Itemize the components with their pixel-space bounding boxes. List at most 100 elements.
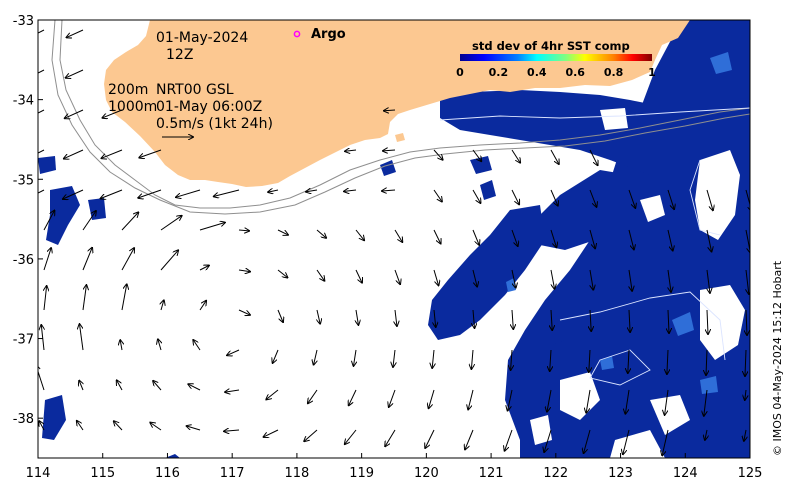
colorbar bbox=[460, 54, 652, 61]
current-arrow bbox=[511, 349, 512, 370]
current-arrow bbox=[383, 150, 396, 151]
current-arrow bbox=[355, 269, 362, 283]
current-arrow bbox=[268, 190, 279, 192]
current-arrow bbox=[114, 421, 123, 431]
current-arrow bbox=[589, 149, 598, 165]
current-arrow bbox=[63, 189, 84, 199]
current-arrow bbox=[512, 309, 513, 329]
current-arrow bbox=[304, 429, 318, 441]
current-arrow bbox=[67, 29, 84, 37]
colorbar-tick-label: 1 bbox=[648, 66, 656, 79]
current-arrow bbox=[82, 285, 86, 311]
current-arrow bbox=[590, 309, 591, 331]
x-tick-label: 116 bbox=[155, 466, 180, 481]
current-arrow bbox=[238, 270, 250, 272]
current-arrow bbox=[349, 389, 357, 405]
current-arrow bbox=[629, 309, 630, 332]
x-tick-label: 119 bbox=[349, 466, 374, 481]
current-arrow bbox=[308, 389, 318, 403]
colorbar-tick-label: 0.2 bbox=[489, 66, 509, 79]
current-arrow bbox=[344, 190, 357, 191]
current-arrow bbox=[188, 384, 201, 391]
current-arrow bbox=[746, 309, 747, 335]
current-arrow bbox=[389, 389, 396, 407]
current-arrow bbox=[629, 269, 632, 291]
x-tick-label: 125 bbox=[738, 466, 763, 481]
current-arrow bbox=[38, 29, 45, 34]
current-arrow bbox=[193, 340, 201, 351]
current-arrow bbox=[273, 349, 279, 363]
colorbar-tick-label: 0 bbox=[456, 66, 464, 79]
current-arrow bbox=[41, 325, 44, 351]
hour-label: 12Z bbox=[166, 47, 193, 63]
current-arrow bbox=[544, 429, 552, 452]
current-arrow bbox=[586, 389, 591, 413]
current-arrow bbox=[704, 389, 708, 416]
colorbar-tick-label: 0.8 bbox=[604, 66, 624, 79]
current-arrow bbox=[668, 309, 669, 333]
current-arrow bbox=[101, 189, 123, 199]
current-arrow bbox=[277, 309, 283, 322]
current-arrow bbox=[356, 309, 358, 325]
current-arrow bbox=[511, 189, 519, 204]
current-arrow bbox=[667, 229, 673, 251]
current-arrow bbox=[102, 149, 123, 158]
x-tick-label: 117 bbox=[220, 466, 245, 481]
current-arrow bbox=[429, 389, 435, 408]
credit-text: © IMOS 04-May-2024 15:12 Hobart bbox=[771, 260, 784, 456]
y-tick-label: -36 bbox=[13, 253, 34, 268]
current-arrow bbox=[44, 286, 47, 311]
current-arrow bbox=[508, 389, 513, 411]
current-arrow bbox=[547, 389, 552, 412]
current-arrow bbox=[43, 211, 54, 231]
current-arrow bbox=[176, 189, 201, 197]
x-tick-label: 120 bbox=[414, 466, 439, 481]
current-arrow bbox=[511, 229, 518, 246]
current-arrow bbox=[433, 149, 443, 160]
x-axis: 114 115 116 117 118 119 120 121 122 123 124 125 bbox=[26, 453, 763, 481]
date-label: 01-May-2024 bbox=[156, 30, 248, 46]
y-tick-label: -34 bbox=[13, 94, 34, 109]
product-label: NRT00 GSL bbox=[156, 82, 234, 98]
current-arrow bbox=[355, 229, 364, 240]
current-arrow bbox=[79, 381, 83, 391]
current-arrow bbox=[394, 269, 400, 284]
current-arrow bbox=[187, 426, 201, 431]
x-tick-label: 118 bbox=[284, 466, 309, 481]
current-arrow bbox=[266, 389, 279, 399]
current-arrow bbox=[38, 365, 45, 391]
current-arrow bbox=[668, 269, 671, 292]
current-arrow bbox=[277, 269, 287, 278]
current-arrow bbox=[550, 149, 559, 164]
current-arrow bbox=[160, 216, 182, 231]
current-arrow bbox=[393, 349, 395, 367]
current-arrow bbox=[120, 340, 122, 351]
sst-light-spots bbox=[506, 52, 732, 394]
current-arrow bbox=[199, 301, 206, 311]
current-arrow bbox=[550, 189, 558, 206]
colorbar-tick-label: 0.4 bbox=[527, 66, 547, 79]
current-arrow bbox=[706, 349, 707, 375]
current-arrow bbox=[316, 269, 324, 281]
current-arrow bbox=[38, 109, 45, 114]
current-arrow bbox=[238, 230, 249, 231]
current-arrow bbox=[277, 229, 288, 235]
current-arrow bbox=[472, 149, 481, 161]
current-arrow bbox=[224, 430, 240, 431]
current-arrow bbox=[511, 269, 516, 288]
x-tick-label: 124 bbox=[673, 466, 698, 481]
current-arrow bbox=[745, 189, 750, 211]
current-arrow bbox=[199, 266, 209, 271]
current-arrow bbox=[433, 269, 439, 285]
current-arrow bbox=[505, 429, 513, 451]
y-axis: -33 -34 -35 -36 -37 -38 bbox=[13, 14, 43, 427]
current-arrow bbox=[38, 69, 45, 74]
current-arrow bbox=[316, 229, 326, 238]
current-arrow bbox=[665, 389, 669, 415]
current-arrow bbox=[394, 229, 402, 242]
x-tick-label: 114 bbox=[26, 466, 51, 481]
sst-contours bbox=[439, 107, 750, 386]
plot-frame bbox=[37, 19, 751, 459]
current-arrow bbox=[511, 149, 520, 163]
